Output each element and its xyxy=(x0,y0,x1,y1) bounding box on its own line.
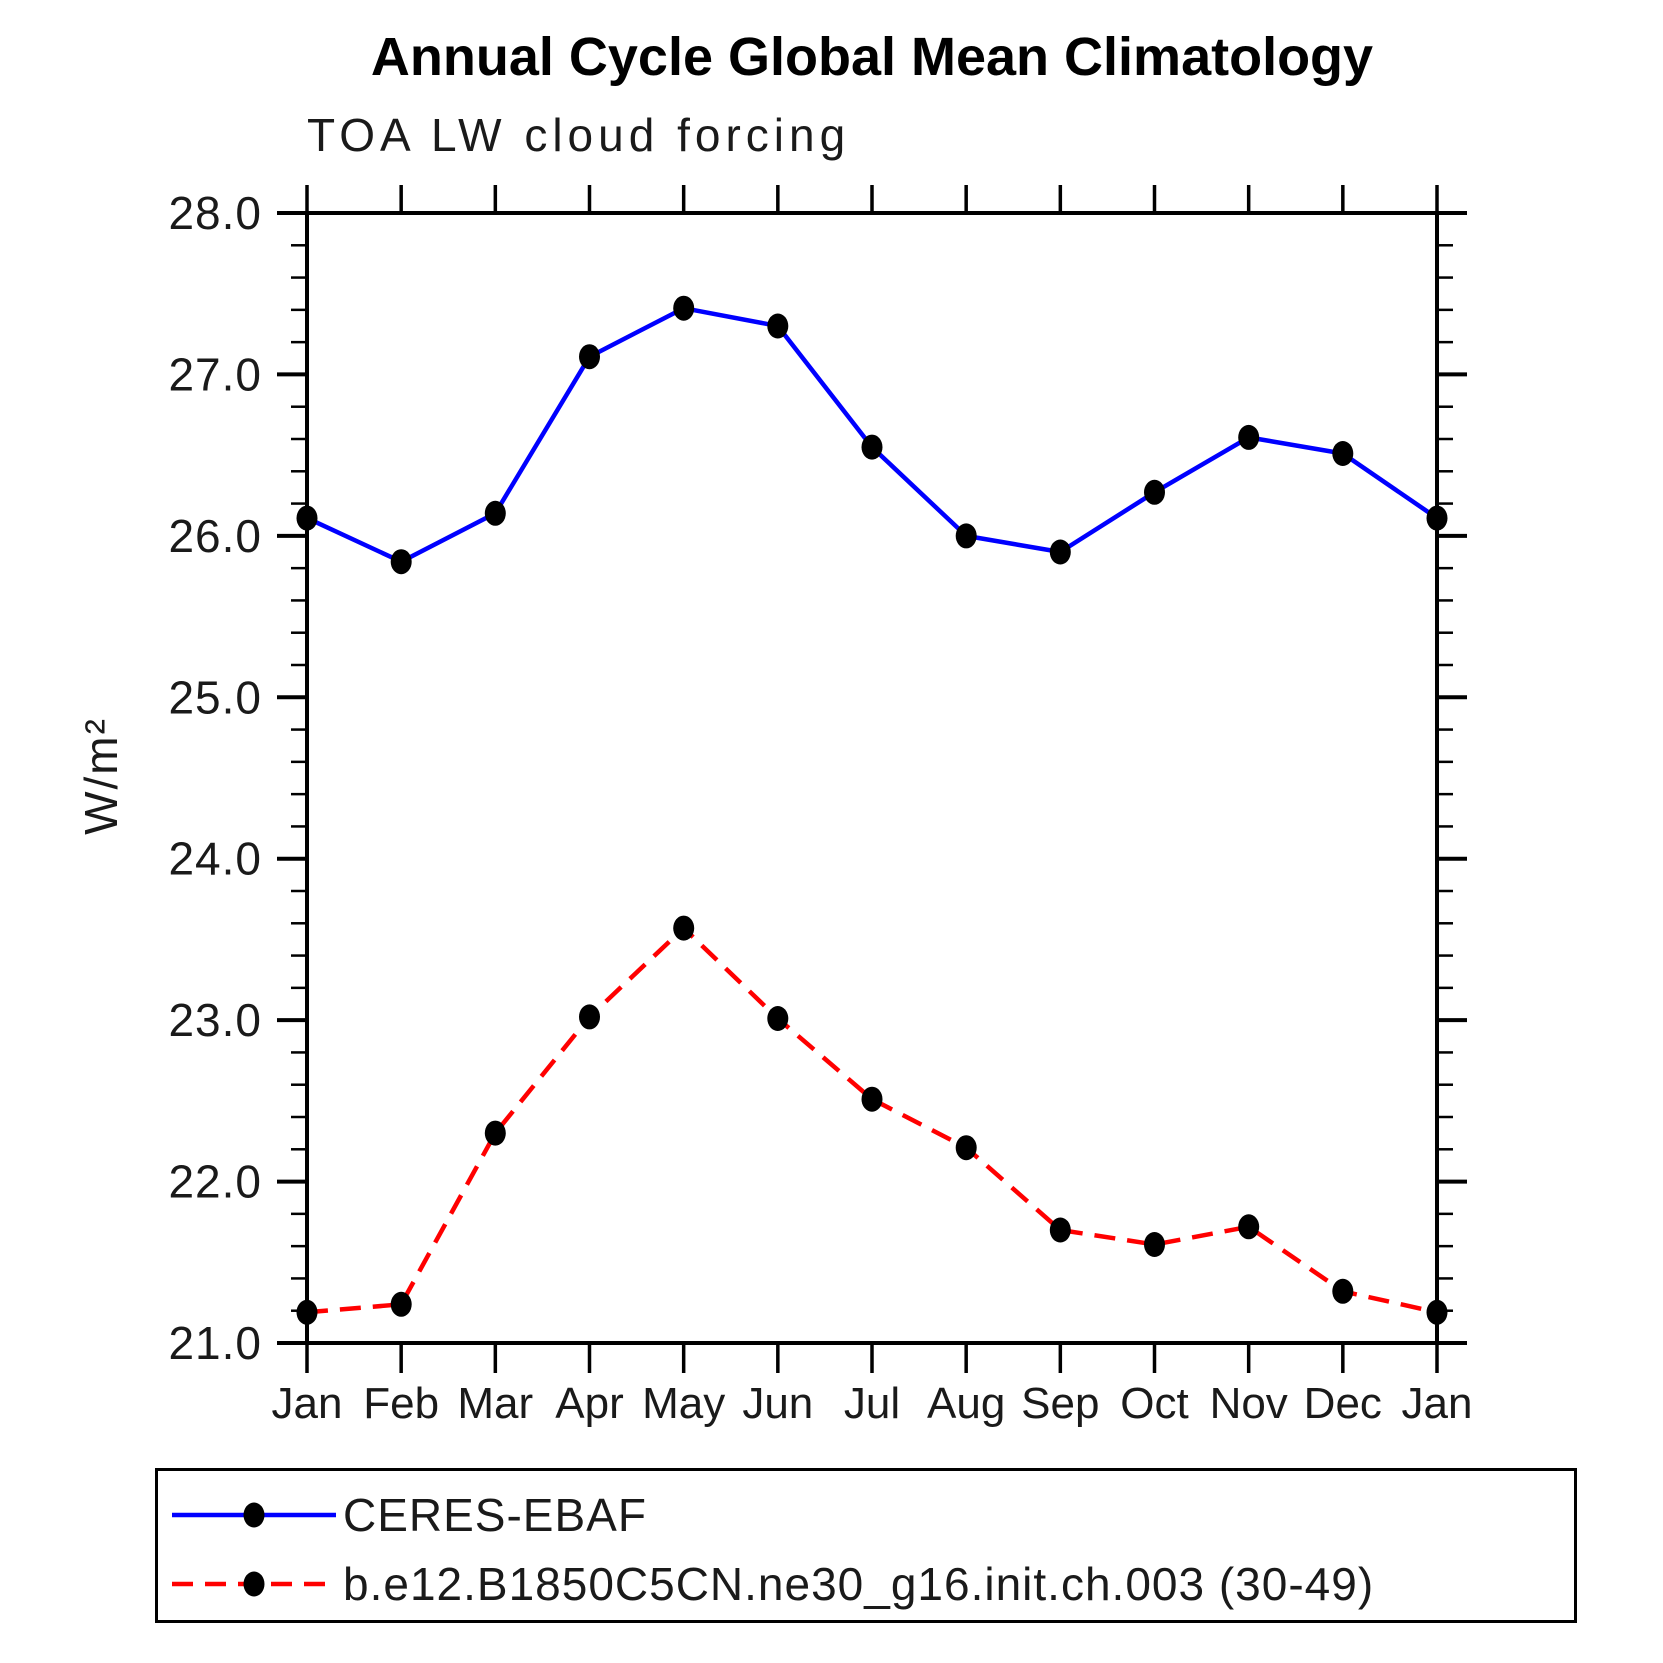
data-point-marker xyxy=(955,523,977,549)
data-point-marker xyxy=(1426,505,1448,531)
y-tick-label: 25.0 xyxy=(168,671,262,723)
data-point-marker xyxy=(390,549,412,575)
y-tick-label: 24.0 xyxy=(168,833,262,885)
data-point-marker xyxy=(1049,1217,1071,1243)
x-tick-label: May xyxy=(642,1379,725,1428)
x-tick-label: Dec xyxy=(1304,1379,1382,1428)
data-point-marker xyxy=(579,1004,600,1030)
chart-subtitle: TOA LW cloud forcing xyxy=(307,109,851,161)
chart-title: Annual Cycle Global Mean Climatology xyxy=(370,27,1374,87)
data-point-marker xyxy=(1049,539,1071,565)
data-point-marker xyxy=(767,1006,789,1031)
data-point-marker xyxy=(296,1299,318,1325)
data-point-marker xyxy=(955,1135,977,1161)
data-point-marker xyxy=(1332,441,1354,466)
y-tick-label: 23.0 xyxy=(168,994,262,1046)
x-tick-label: Nov xyxy=(1210,1379,1288,1428)
legend-marker-dot xyxy=(243,1502,265,1528)
series-line xyxy=(306,925,1438,1315)
x-tick-label: Jan xyxy=(272,1379,343,1428)
data-point-marker xyxy=(484,500,506,526)
data-point-marker xyxy=(1238,424,1260,450)
y-tick-label: 27.0 xyxy=(168,348,262,400)
x-tick-label: Feb xyxy=(363,1379,439,1428)
data-point-marker xyxy=(1238,1214,1260,1240)
data-point-marker xyxy=(1144,479,1165,505)
data-point-marker xyxy=(484,1120,506,1146)
y-tick-label: 22.0 xyxy=(168,1156,262,1208)
data-point-marker xyxy=(1332,1278,1354,1304)
y-tick-label: 26.0 xyxy=(168,510,262,562)
x-tick-label: Apr xyxy=(555,1379,623,1428)
plot-frame xyxy=(305,211,1439,1345)
x-tick-label: Aug xyxy=(927,1379,1005,1428)
data-point-marker xyxy=(296,505,318,531)
x-tick-label: Oct xyxy=(1120,1379,1188,1428)
x-tick-label: Jun xyxy=(742,1379,813,1428)
data-point-marker xyxy=(1144,1232,1165,1257)
legend-label-observation: CERES-EBAF xyxy=(343,1489,647,1541)
y-tick-label: 28.0 xyxy=(168,187,262,239)
legend-line-sample-solid xyxy=(172,1502,336,1528)
data-point-marker xyxy=(1426,1299,1448,1325)
legend-line-sample-dashed xyxy=(172,1571,336,1597)
y-tick-label: 21.0 xyxy=(168,1317,262,1369)
data-point-marker xyxy=(579,344,600,370)
x-tick-label: Sep xyxy=(1021,1379,1099,1428)
legend-box xyxy=(155,1468,1577,1623)
x-tick-label: Mar xyxy=(457,1379,533,1428)
data-point-marker xyxy=(767,313,789,339)
x-tick-label: Jul xyxy=(844,1379,900,1428)
data-point-marker xyxy=(673,915,695,941)
x-tick-label: Jan xyxy=(1402,1379,1473,1428)
legend-item-observation: CERES-EBAF xyxy=(170,1489,647,1541)
data-point-marker xyxy=(390,1291,412,1317)
legend-marker-dot xyxy=(243,1571,265,1597)
data-point-marker xyxy=(861,434,883,460)
data-point-marker xyxy=(861,1086,883,1112)
data-point-marker xyxy=(673,295,695,321)
legend-item-model: b.e12.B1850C5CN.ne30_g16.init.ch.003 (30… xyxy=(170,1558,1375,1610)
legend-label-model: b.e12.B1850C5CN.ne30_g16.init.ch.003 (30… xyxy=(343,1558,1375,1610)
